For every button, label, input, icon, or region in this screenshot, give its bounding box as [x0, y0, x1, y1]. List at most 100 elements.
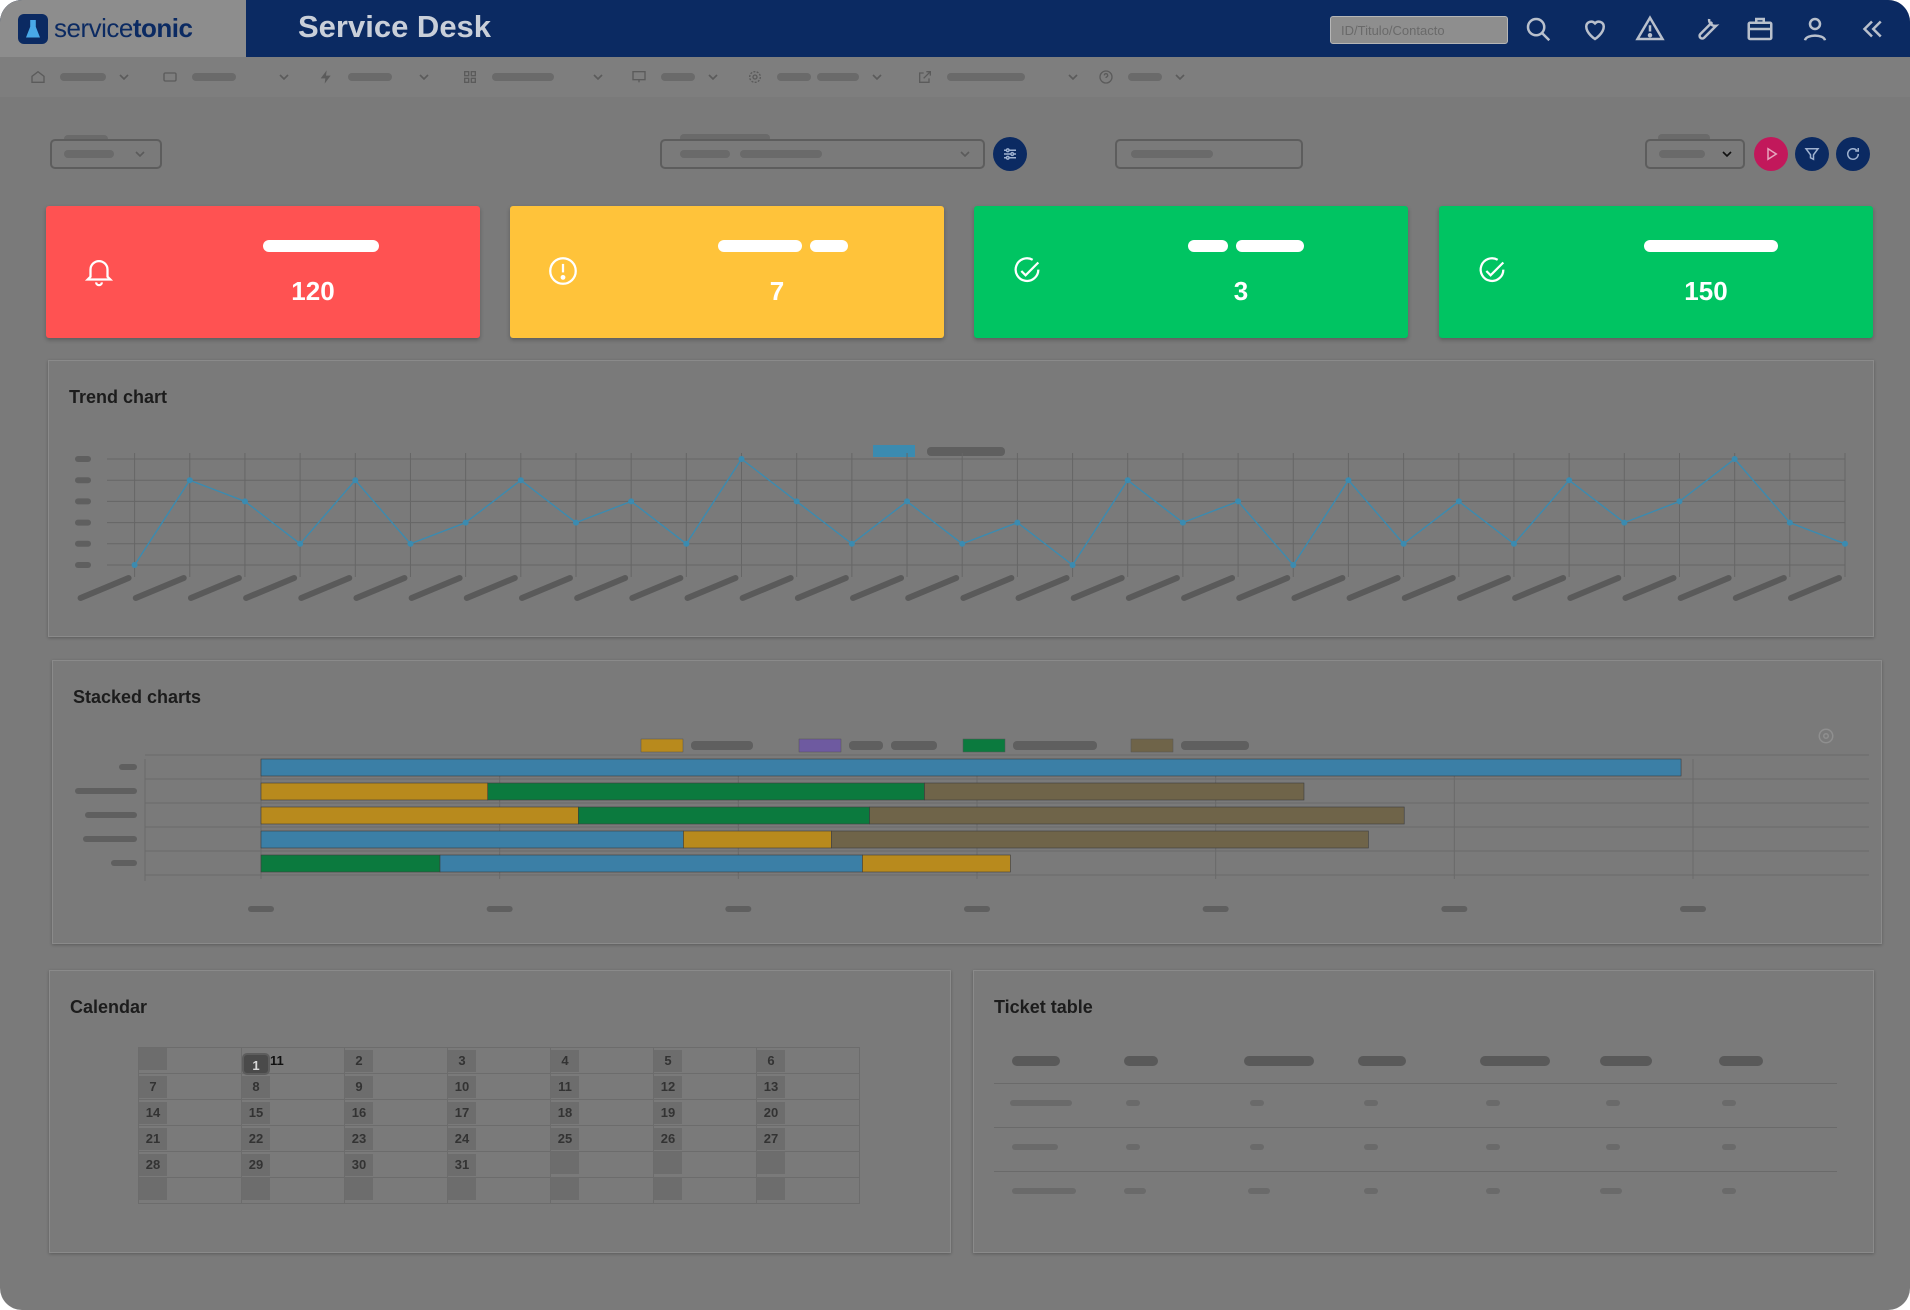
calendar-day[interactable]: 1 11	[241, 1047, 345, 1075]
menu-item-tickets[interactable]	[162, 57, 292, 97]
kpi-card-closed[interactable]: 150	[1439, 206, 1873, 338]
calendar-day[interactable]: 4	[550, 1047, 654, 1074]
calendar-day[interactable]	[550, 1151, 654, 1178]
wrench-icon[interactable]	[1691, 14, 1721, 44]
play-button[interactable]	[1754, 137, 1788, 171]
calendar-day[interactable]: 21	[138, 1125, 242, 1152]
calendar-day[interactable]	[344, 1177, 448, 1204]
calendar-day[interactable]: 17	[447, 1099, 551, 1126]
filter-select-1[interactable]	[50, 139, 162, 169]
y-tick-label	[75, 456, 91, 462]
day-number	[345, 1178, 373, 1200]
calendar-day[interactable]: 16	[344, 1099, 448, 1126]
calendar-day[interactable]: 13	[756, 1073, 860, 1100]
calendar-week: 14 15 16 17 18 19 20	[138, 1099, 860, 1126]
collapse-chevrons-icon[interactable]	[1857, 14, 1887, 44]
filter-select-4[interactable]	[1645, 139, 1745, 169]
filter-select-2[interactable]	[660, 139, 985, 169]
calendar-day[interactable]	[138, 1177, 242, 1204]
logo[interactable]: servicetonic	[0, 0, 246, 57]
calendar-day[interactable]: 23	[344, 1125, 448, 1152]
calendar-day[interactable]: 31	[447, 1151, 551, 1178]
data-point	[1566, 477, 1573, 484]
kpi-card-resolved[interactable]: 3	[974, 206, 1408, 338]
gear-icon	[749, 71, 761, 83]
calendar-day[interactable]: 18	[550, 1099, 654, 1126]
calendar-day[interactable]: 12	[653, 1073, 757, 1100]
y-tick-label	[75, 562, 91, 568]
calendar-day[interactable]: 8	[241, 1073, 345, 1100]
table-row[interactable]	[994, 1083, 1837, 1128]
x-tick-label	[1236, 575, 1291, 601]
calendar-day[interactable]	[756, 1177, 860, 1204]
settings-sliders-button[interactable]	[993, 137, 1027, 171]
calendar-day[interactable]: 27	[756, 1125, 860, 1152]
calendar-day[interactable]: 15	[241, 1099, 345, 1126]
menu-item-home[interactable]	[30, 57, 132, 97]
menu-item-help[interactable]	[1098, 57, 1188, 97]
day-number	[654, 1152, 682, 1174]
settings-circle-icon[interactable]	[1817, 727, 1835, 745]
kpi-card-warning[interactable]: 7	[510, 206, 944, 338]
calendar-day[interactable]	[447, 1177, 551, 1204]
calendar-day[interactable]: 24	[447, 1125, 551, 1152]
y-tick-label	[75, 540, 91, 547]
calendar-day[interactable]	[241, 1177, 345, 1204]
x-tick-label	[1677, 575, 1732, 601]
refresh-button[interactable]	[1836, 137, 1870, 171]
data-point	[1069, 562, 1076, 568]
calendar-day[interactable]: 9	[344, 1073, 448, 1100]
heart-icon[interactable]	[1580, 14, 1610, 44]
calendar-day[interactable]: 25	[550, 1125, 654, 1152]
calendar-day[interactable]: 2	[344, 1047, 448, 1074]
search-input[interactable]	[1330, 16, 1508, 44]
data-point	[738, 456, 745, 462]
menu-item-modules[interactable]	[462, 57, 606, 97]
x-tick-label	[187, 575, 242, 601]
user-icon[interactable]	[1800, 14, 1830, 44]
filter-button[interactable]	[1795, 137, 1829, 171]
menu-item-portal[interactable]	[917, 57, 1081, 97]
x-tick-label	[1015, 575, 1070, 601]
table-row[interactable]	[994, 1127, 1837, 1172]
calendar-day[interactable]: 22	[241, 1125, 345, 1152]
calendar-day[interactable]	[653, 1151, 757, 1178]
calendar-day[interactable]: 30	[344, 1151, 448, 1178]
stacked-chart	[75, 738, 1869, 912]
calendar-day[interactable]: 11	[550, 1073, 654, 1100]
kpi-card-open[interactable]: 120	[46, 206, 480, 338]
calendar-day[interactable]: 10	[447, 1073, 551, 1100]
calendar-day[interactable]	[550, 1177, 654, 1204]
menu-item-settings[interactable]	[747, 57, 885, 97]
data-point	[1124, 477, 1131, 484]
calendar-day[interactable]: 7	[138, 1073, 242, 1100]
calendar-day[interactable]: 3	[447, 1047, 551, 1074]
calendar-day[interactable]: 20	[756, 1099, 860, 1126]
chevron-down-icon	[708, 74, 718, 81]
calendar-day[interactable]: 6	[756, 1047, 860, 1074]
filter-label	[680, 134, 770, 142]
calendar-day[interactable]: 29	[241, 1151, 345, 1178]
ticket-table-panel: Ticket table	[973, 970, 1874, 1253]
stacked-chart-panel: Stacked charts	[52, 660, 1882, 944]
search-icon[interactable]	[1523, 14, 1553, 44]
alert-triangle-icon[interactable]	[1635, 14, 1665, 44]
menu-item-assets[interactable]	[631, 57, 721, 97]
calendar-day[interactable]: 19	[653, 1099, 757, 1126]
table-row[interactable]	[994, 1171, 1837, 1215]
day-number: 25	[551, 1127, 579, 1150]
calendar-day[interactable]: 28	[138, 1151, 242, 1178]
calendar-day[interactable]	[653, 1177, 757, 1204]
help-icon	[1099, 70, 1113, 84]
briefcase-icon[interactable]	[1745, 14, 1775, 44]
data-point	[683, 540, 690, 547]
calendar-day[interactable]: 26	[653, 1125, 757, 1152]
filter-select-3[interactable]	[1115, 139, 1303, 169]
calendar-day[interactable]	[138, 1047, 242, 1074]
menu-item-actions[interactable]	[318, 57, 432, 97]
calendar-day[interactable]: 14	[138, 1099, 242, 1126]
calendar-day[interactable]: 5	[653, 1047, 757, 1074]
data-point	[407, 540, 414, 547]
calendar-day[interactable]	[756, 1151, 860, 1178]
